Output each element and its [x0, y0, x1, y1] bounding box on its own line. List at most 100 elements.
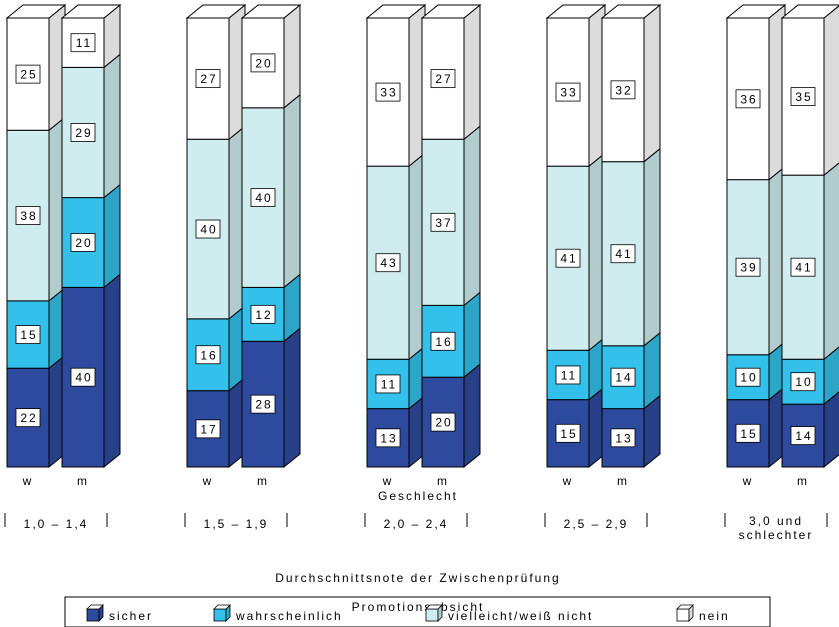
value-label-box [195, 419, 221, 439]
value-label-box [735, 89, 761, 109]
value-label: 20 [75, 236, 92, 250]
group-label: 2,5 – 2,9 [564, 517, 629, 531]
value-label-box [790, 87, 816, 106]
legend-item-vielleicht-weiß-nicht: vielleicht/weiß nicht [425, 604, 591, 623]
value-label-box [610, 80, 636, 100]
value-label: 28 [255, 398, 272, 412]
value-label: 41 [795, 261, 812, 275]
value-label-box [70, 233, 96, 252]
value-label-box [375, 253, 401, 273]
legend-label: sicher [109, 609, 153, 623]
bar-top-face [725, 4, 787, 19]
value-label: 40 [75, 371, 92, 385]
segment-side-sicher [103, 273, 121, 469]
group-label: 2,0 – 2,4 [384, 517, 449, 531]
bar-top-face [420, 4, 482, 19]
segment-side-sicher [283, 327, 301, 469]
legend-item-nein: nein [676, 604, 728, 623]
value-label-box [555, 248, 581, 268]
value-label: 11 [76, 36, 92, 50]
value-label: 41 [615, 247, 632, 261]
bar-top-face [240, 4, 302, 19]
value-label: 13 [380, 431, 397, 445]
bar-label-w: w [382, 474, 394, 488]
bar-label-m: m [437, 474, 449, 488]
value-label-box [790, 426, 816, 445]
group-label: 1,5 – 1,9 [204, 517, 269, 531]
value-label: 15 [740, 427, 757, 441]
value-label-box [555, 365, 581, 385]
bar-top-face [5, 4, 67, 19]
bar-1-5-1-9-m: 28 12 40 20 [240, 3, 302, 469]
legend-swatch [676, 608, 690, 622]
legend-label: wahrscheinlich [235, 609, 343, 623]
value-label-box [735, 257, 761, 277]
segment-side-vielleicht-weiß-nicht [463, 125, 481, 307]
segment-side-vielleicht-weiß-nicht [643, 147, 661, 347]
value-label-box [250, 394, 276, 414]
bar-2-0-2-4-w: 13 11 43 33 [365, 3, 427, 469]
bars-layer: 22 15 38 25 40 20 29 11 17 16 40 27 28 12 40 20 13 11 43 33… [5, 3, 839, 469]
value-label-box [195, 345, 221, 365]
value-label: 11 [561, 368, 577, 382]
bar-label-m: m [617, 474, 629, 488]
value-label-box [375, 82, 401, 102]
value-label-box [250, 53, 276, 73]
value-label-box [430, 412, 456, 432]
value-label-box [70, 123, 96, 142]
value-label-box [15, 64, 41, 84]
value-label: 10 [795, 375, 812, 389]
group-label: 1,0 – 1,4 [24, 517, 89, 531]
value-label-box [790, 257, 816, 277]
value-label: 33 [380, 86, 397, 100]
bar-2-5-2-9-m: 13 14 41 32 [600, 3, 662, 469]
value-label-box [375, 374, 401, 394]
group-label: schlechter [739, 528, 814, 542]
value-label: 22 [20, 411, 37, 425]
legend-item-wahrscheinlich: wahrscheinlich [213, 604, 343, 623]
value-label: 15 [20, 328, 37, 342]
value-label: 38 [20, 209, 37, 223]
legend-item-sicher: sicher [86, 604, 153, 623]
value-label-box [790, 372, 816, 392]
bar-top-face [780, 4, 839, 19]
value-label-box [70, 33, 96, 53]
value-label: 29 [75, 126, 92, 140]
bar-label-w: w [22, 474, 34, 488]
value-label: 16 [435, 335, 452, 349]
value-label: 11 [381, 377, 397, 391]
legend-swatch-top [425, 604, 443, 610]
value-label: 27 [200, 72, 217, 86]
x-axis-title: Durchschnittsnote der Zwischenprüfung [275, 571, 560, 585]
value-label-box [555, 423, 581, 443]
value-label: 39 [740, 261, 757, 275]
value-label: 35 [795, 90, 812, 104]
value-label: 36 [740, 92, 757, 106]
value-label: 40 [255, 191, 272, 205]
value-label: 32 [615, 83, 632, 97]
bar-label-m: m [257, 474, 269, 488]
value-label-box [250, 188, 276, 208]
value-label-box [70, 367, 96, 387]
segment-side-sicher [463, 363, 481, 469]
bar-3-0-und-schlechter-w: 15 10 39 36 [725, 3, 787, 469]
value-label: 43 [380, 256, 397, 270]
value-label: 37 [435, 216, 452, 230]
segment-side-vielleicht-weiß-nicht [823, 162, 839, 361]
value-label-box [15, 206, 41, 225]
value-label-box [15, 408, 41, 428]
bar-3-0-und-schlechter-m: 14 10 41 35 [780, 4, 839, 469]
legend-swatch [213, 608, 227, 622]
bar-1-5-1-9-w: 17 16 40 27 [185, 3, 247, 469]
segment-side-nein [283, 3, 301, 109]
value-label: 41 [560, 252, 577, 266]
group-bracket [184, 513, 288, 527]
value-label-box [375, 428, 401, 448]
legend: Promotionsabsicht sicher wahrscheinlich vi… [64, 596, 771, 627]
value-label: 14 [615, 371, 632, 385]
group-bracket [4, 513, 108, 527]
group-label: 3,0 und [749, 514, 803, 528]
value-label: 16 [200, 348, 217, 362]
